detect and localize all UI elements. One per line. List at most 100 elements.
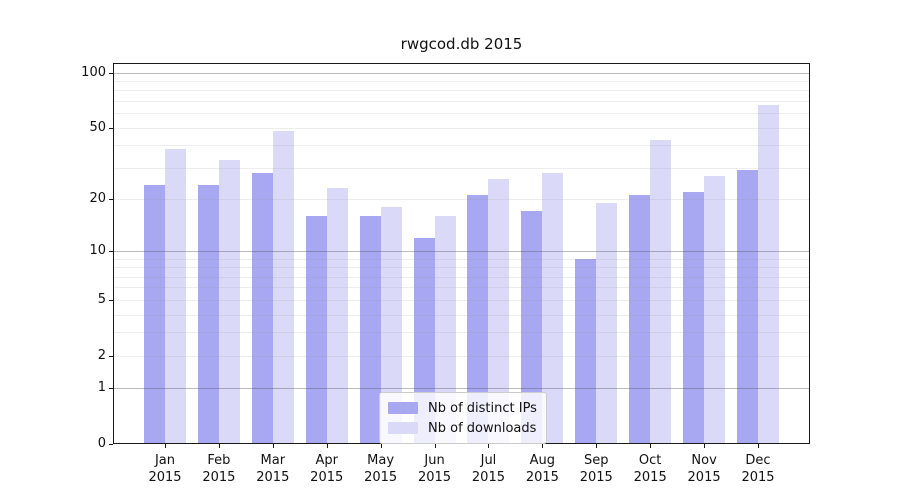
legend-label-distinct-ips: Nb of distinct IPs (428, 400, 537, 416)
x-tick-sep (596, 444, 598, 448)
gridline-major-10 (114, 251, 809, 253)
y-tick-100 (109, 72, 113, 74)
x-tick-year: 2015 (741, 470, 775, 485)
x-tick-label-sep: Sep 2015 (568, 452, 624, 486)
bar-nb-of-downloads-mar (272, 130, 294, 444)
x-tick-jun (434, 444, 436, 448)
y-tick-1 (109, 388, 113, 390)
bar-nb-of-downloads-dec (758, 104, 779, 444)
y-tick-label-0: 0 (97, 436, 106, 451)
x-tick-mar (272, 444, 274, 448)
gridline-minor-90 (114, 81, 809, 83)
x-tick-oct (650, 444, 652, 448)
x-tick-nov (704, 444, 706, 448)
y-tick-label-1: 1 (97, 380, 106, 396)
x-tick-year: 2015 (633, 470, 667, 485)
gridline-minor-9 (114, 258, 809, 260)
x-tick-month: Feb (207, 453, 231, 468)
x-tick-year: 2015 (256, 470, 290, 485)
y-tick-label-2: 2 (97, 347, 106, 363)
bar-nb-of-downloads-apr (326, 188, 348, 444)
x-tick-label-may: May 2015 (353, 452, 409, 486)
bar-nb-of-downloads-sep (596, 203, 618, 444)
x-tick-label-dec: Dec 2015 (730, 452, 786, 486)
x-tick-month: Mar (260, 453, 286, 468)
gridline-minor-50 (114, 127, 809, 129)
bar-nb-of-distinct-ips-jan (144, 185, 165, 444)
gridline-minor-20 (114, 199, 809, 201)
y-tick-label-50: 50 (89, 119, 106, 135)
x-tick-year: 2015 (202, 470, 236, 485)
legend-swatch-distinct-ips-icon (388, 402, 418, 414)
legend-swatch-downloads-icon (388, 422, 418, 434)
y-tick-0 (109, 444, 113, 445)
x-tick-month: Dec (745, 453, 771, 468)
legend-entry-downloads: Nb of downloads (388, 418, 538, 438)
bar-nb-of-downloads-jul (488, 178, 510, 444)
x-tick-label-jul: Jul 2015 (460, 452, 516, 486)
x-tick-label-aug: Aug 2015 (514, 452, 570, 486)
x-tick-label-jun: Jun 2015 (407, 452, 463, 486)
gridline-minor-60 (114, 113, 809, 115)
x-tick-month: Jan (154, 453, 176, 468)
legend-entry-distinct-ips: Nb of distinct IPs (388, 398, 538, 418)
bar-nb-of-downloads-jan (165, 149, 186, 444)
x-tick-may (380, 444, 382, 448)
bar-nb-of-downloads-nov (704, 175, 726, 444)
y-tick-10 (109, 251, 113, 253)
x-tick-year: 2015 (310, 470, 344, 485)
y-tick-2 (109, 355, 113, 357)
x-tick-month: Oct (638, 453, 662, 468)
legend: Nb of distinct IPs Nb of downloads (379, 392, 547, 444)
y-tick-20 (109, 199, 113, 201)
plot-area-border (113, 63, 810, 444)
x-tick-month: Jul (480, 453, 497, 468)
x-tick-jan (165, 444, 166, 448)
x-tick-month: Aug (529, 453, 556, 468)
x-tick-feb (218, 444, 220, 448)
bar-nb-of-distinct-ips-jul (467, 195, 489, 444)
bar-nb-of-distinct-ips-apr (305, 216, 327, 444)
x-tick-label-mar: Mar 2015 (245, 452, 301, 486)
x-tick-year: 2015 (525, 470, 559, 485)
y-tick-label-100: 100 (81, 64, 106, 80)
bar-nb-of-distinct-ips-sep (575, 258, 597, 444)
bar-nb-of-distinct-ips-may (359, 216, 381, 444)
x-tick-label-nov: Nov 2015 (676, 452, 732, 486)
y-tick-label-10: 10 (89, 243, 106, 259)
x-tick-jul (488, 444, 490, 448)
gridline-minor-8 (114, 267, 809, 269)
y-tick-label-5: 5 (97, 291, 106, 307)
x-tick-apr (326, 444, 328, 448)
bar-nb-of-distinct-ips-dec (737, 170, 758, 444)
x-tick-month: Jun (424, 453, 445, 468)
x-tick-month: Nov (691, 453, 717, 468)
x-tick-year: 2015 (471, 470, 505, 485)
gridline-minor-40 (114, 145, 809, 147)
legend-label-downloads: Nb of downloads (428, 420, 537, 436)
bar-nb-of-downloads-oct (650, 139, 672, 444)
x-tick-month: May (367, 453, 395, 468)
x-tick-label-oct: Oct 2015 (622, 452, 678, 486)
gridline-minor-5 (114, 299, 809, 301)
x-tick-label-apr: Apr 2015 (299, 452, 355, 486)
bar-nb-of-downloads-may (380, 207, 402, 444)
chart-title: rwgcod.db 2015 (400, 35, 523, 53)
x-tick-dec (758, 444, 759, 448)
bar-nb-of-distinct-ips-oct (629, 195, 651, 444)
x-tick-aug (542, 444, 544, 448)
gridline-major-100 (114, 72, 809, 74)
gridline-major-1 (114, 388, 809, 390)
gridline-minor-70 (114, 101, 809, 103)
x-tick-year: 2015 (364, 470, 398, 485)
bar-nb-of-distinct-ips-feb (197, 185, 219, 444)
x-tick-month: Apr (315, 453, 338, 468)
gridline-minor-7 (114, 276, 809, 278)
bar-nb-of-distinct-ips-aug (521, 211, 543, 444)
gridline-minor-6 (114, 287, 809, 289)
bar-nb-of-downloads-aug (542, 173, 564, 444)
y-tick-label-20: 20 (89, 191, 106, 207)
x-tick-month: Sep (584, 453, 609, 468)
bar-nb-of-distinct-ips-mar (251, 173, 273, 444)
